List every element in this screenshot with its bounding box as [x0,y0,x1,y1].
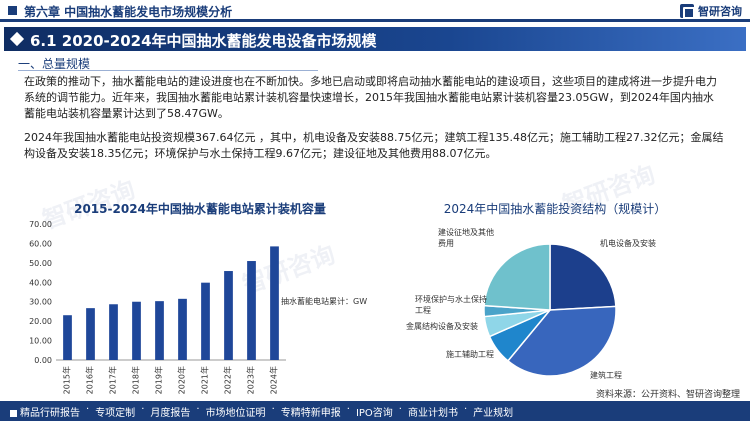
bar [63,315,72,360]
y-tick-label: 60.00 [29,239,52,248]
y-tick-label: 70.00 [29,220,52,229]
brand[interactable]: 智研咨询 [680,3,742,19]
bar [178,298,187,360]
y-tick-label: 10.00 [29,337,52,346]
brand-name: 智研咨询 [698,5,742,18]
paragraph-2: 2024年我国抽水蓄能电站投资规模367.64亿元 ，其中，机电设备及安装88.… [24,131,724,160]
footer-link[interactable]: 产业规划 [473,404,513,419]
x-tick-label: 2019年 [154,366,164,394]
paragraph-1: 在政策的推动下，抽水蓄能电站的建设进度也在不断加快。多地已启动或即将启动抽水蓄能… [24,75,717,120]
pie-label-electromechanical: 机电设备及安装 [600,239,656,248]
footer-separator: · [271,404,275,415]
footer-bar: 精品行研报告 · 专项定制 · 月度报告 · 市场地位证明 · 专精特新申报 · IPO咨询 · 商业计… [0,401,750,421]
footer-link-label: 产业规划 [473,408,514,419]
footer-link[interactable]: 专项定制 [95,404,135,419]
page-title: 6.1 2020-2024年中国抽水蓄能发电设备市场规模 [30,32,377,50]
footer-link[interactable]: 精品行研报告 [10,404,80,419]
title-bar: 6.1 2020-2024年中国抽水蓄能发电设备市场规模 [4,27,746,51]
bar [224,271,233,360]
bar [201,282,210,360]
pie-slice [549,243,617,311]
y-tick-label: 20.00 [29,317,52,326]
pie-label-construction: 建筑工程 [590,371,622,380]
x-tick-label: 2021年 [200,366,210,394]
footer-link[interactable]: 专精特新申报 [281,404,341,419]
bar [86,308,95,360]
source-note: 资料来源：公开资料、智研咨询整理 [595,390,740,400]
pie-label-auxiliary: 施工辅助工程 [446,350,494,359]
footer-link-label: 专精特新申报 [280,408,341,419]
bar [247,261,256,360]
footer-separator: · [141,404,145,415]
top-bar: 第六章 中国抽水蓄能发电市场规模分析 智研咨询 [0,0,750,22]
x-tick-label: 2020年 [177,366,187,394]
footer-link-label: 市场地位证明 [205,408,266,419]
footer-link-label: 专项定制 [95,408,136,419]
footer-link-label: 精品行研报告 [20,408,80,419]
footer-links: 精品行研报告 · 专项定制 · 月度报告 · 市场地位证明 · 专精特新申报 · IPO咨询 · 商业计… [10,404,513,419]
x-tick-label: 2018年 [131,366,141,394]
footer-link-label: IPO咨询 [355,408,393,419]
bar-chart-legend: 抽水蓄能电站累计：GW [272,296,367,307]
legend-swatch [272,298,278,305]
bar [132,301,141,360]
pie-label-metal-structure: 金属结构设备及安装 [406,322,478,331]
pie-chart-title: 2024年中国抽水蓄能投资结构（规模计） [443,202,667,216]
bar-chart-title: 2015-2024年中国抽水蓄能电站累计装机容量 [74,202,326,216]
bar [109,304,118,360]
footer-square-icon [10,409,17,417]
legend-label: 抽水蓄能电站累计：GW [281,297,368,306]
diamond-icon [9,31,25,47]
y-tick-label: 0.00 [34,356,52,365]
x-tick-label: 2016年 [85,366,95,394]
x-tick-label: 2023年 [246,366,256,394]
footer-link[interactable]: 月度报告 [150,404,190,419]
y-tick-label: 50.00 [29,259,52,268]
bar [155,301,164,360]
footer-link[interactable]: 市场地位证明 [206,404,266,419]
x-tick-label: 2017年 [108,366,118,394]
pie-slice [483,243,551,311]
y-tick-label: 40.00 [29,278,52,287]
footer-separator: · [196,404,200,415]
chapter-title: 第六章 中国抽水蓄能发电市场规模分析 [24,5,233,19]
section-heading: 一、总量规模 [18,57,91,71]
x-tick-label: 2015年 [62,366,72,394]
x-tick-label: 2024年 [269,366,279,394]
footer-separator: · [346,404,350,415]
section-divider [18,70,318,71]
footer-separator: · [398,404,402,415]
footer-link[interactable]: 商业计划书 [408,404,458,419]
pie-chart [483,243,617,377]
brand-logo-icon [680,4,695,19]
y-tick-label: 30.00 [29,298,52,307]
footer-separator: · [86,404,90,415]
footer-link[interactable]: IPO咨询 [356,404,393,419]
footer-separator: · [463,404,468,415]
footer-link-label: 商业计划书 [407,408,458,419]
x-tick-label: 2022年 [223,366,233,394]
pie-label-environment: 环境保护与水土保持工程 [415,295,487,315]
chapter-square-icon [8,6,17,15]
footer-link-label: 月度报告 [150,408,191,419]
pie-slice [506,305,617,377]
pie-label-land-other: 建设征地及其他费用 [438,228,494,248]
